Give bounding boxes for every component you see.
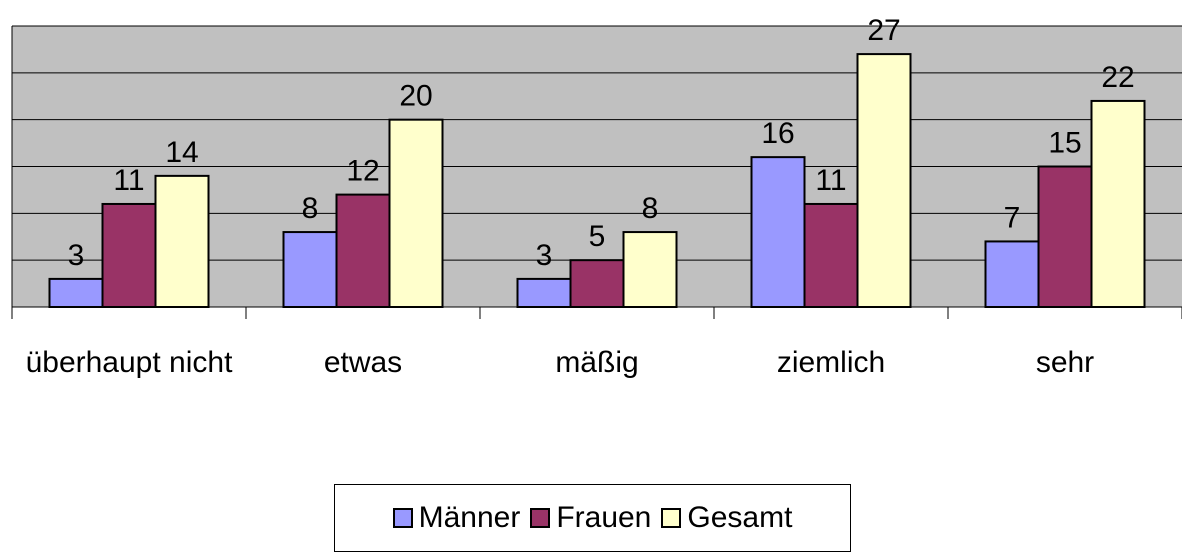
data-label: 12 <box>346 155 379 188</box>
legend-swatch <box>530 508 551 528</box>
bar <box>154 174 210 308</box>
data-label: 15 <box>1048 127 1081 160</box>
data-label: 22 <box>1101 61 1134 94</box>
data-label: 8 <box>642 192 659 225</box>
data-label: 5 <box>589 220 606 253</box>
bar <box>569 259 625 308</box>
legend-label: Frauen <box>556 501 652 534</box>
data-label: 3 <box>536 239 553 272</box>
bar <box>335 193 391 309</box>
bar <box>803 202 859 308</box>
bar <box>282 231 338 308</box>
legend-item: Gesamt <box>661 501 792 535</box>
x-tick-label: ziemlich <box>776 346 886 379</box>
bar <box>1037 165 1093 308</box>
legend: Männer Frauen Gesamt <box>334 484 851 552</box>
legend-label: Gesamt <box>687 501 793 534</box>
data-label: 11 <box>815 164 846 197</box>
bar <box>1090 99 1146 308</box>
bar <box>101 202 157 308</box>
bar <box>516 277 572 308</box>
data-label: 8 <box>302 192 319 225</box>
x-tick-label: sehr <box>1035 346 1095 379</box>
x-tick-label: etwas <box>323 346 403 379</box>
bar <box>388 118 444 308</box>
data-label: 14 <box>165 136 198 169</box>
bar <box>750 156 806 308</box>
legend-swatch <box>661 508 682 528</box>
data-label: 20 <box>399 80 432 113</box>
data-label: 3 <box>68 239 85 272</box>
data-label: 27 <box>867 14 900 47</box>
bar <box>856 53 912 308</box>
bar <box>622 231 678 308</box>
bar <box>48 277 104 308</box>
legend-swatch <box>392 508 413 528</box>
data-label: 16 <box>761 117 794 150</box>
data-label: 11 <box>113 164 144 197</box>
bar <box>984 240 1040 308</box>
data-label: 7 <box>1004 201 1021 234</box>
x-tick-label: mäßig <box>555 346 639 379</box>
legend-item: Männer <box>392 501 521 535</box>
legend-label: Männer <box>418 501 521 534</box>
legend-item: Frauen <box>530 501 651 535</box>
x-tick-label: überhaupt nicht <box>25 346 233 379</box>
